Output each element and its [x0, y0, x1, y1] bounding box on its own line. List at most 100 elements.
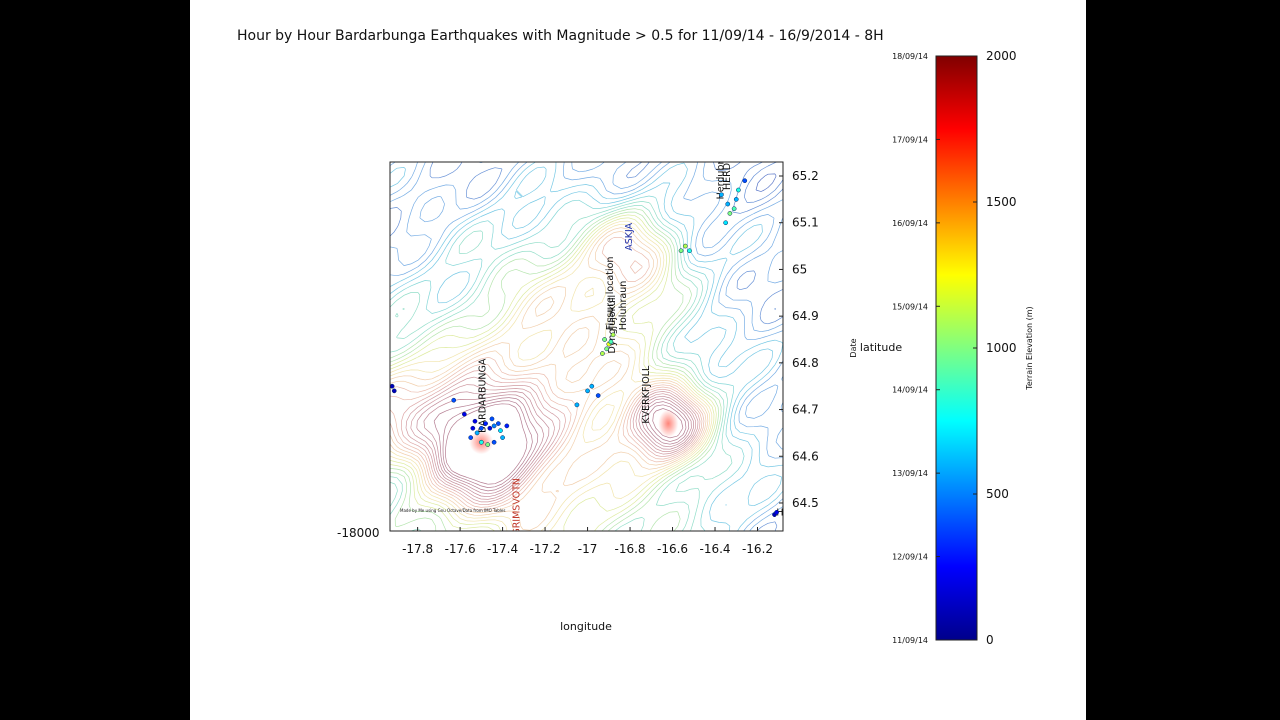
contour-line	[390, 208, 722, 531]
contour-line	[390, 220, 713, 531]
contour-line	[390, 217, 715, 531]
x-axis-label: longitude	[560, 620, 612, 633]
kverkfjoll-hotspot	[658, 409, 679, 438]
earthquake-point	[589, 383, 595, 389]
contour-line	[390, 236, 705, 511]
earthquake-point	[498, 428, 503, 433]
x-tick-label: -16.2	[742, 542, 773, 556]
contour-line	[416, 391, 694, 498]
place-label: KVERKFJOLL	[641, 365, 652, 424]
earthquake-point	[727, 211, 733, 216]
y-tick-label: 65	[792, 262, 807, 276]
place-label: Fissure location	[605, 257, 616, 331]
earthquake-point	[723, 220, 728, 226]
contour-line	[390, 166, 783, 531]
earthquake-point	[682, 243, 688, 249]
earthquake-point	[500, 435, 505, 440]
date-tick-label: 12/09/14	[892, 553, 928, 562]
place-label: GRIMSVOTN	[512, 478, 523, 536]
contour-line	[390, 162, 783, 531]
contour-line	[405, 376, 699, 503]
colorbar-date-ticks: 18/09/14 17/09/14 16/09/14 15/09/14 14/09/14…	[892, 52, 940, 645]
contour-line	[390, 201, 733, 531]
colorbar: 2000 1500 1000 500 0 18/09/14 17/09/14 16/09/1…	[849, 49, 1034, 647]
y-axis-label: latitude	[860, 341, 902, 354]
contour-line	[390, 231, 707, 513]
contour-line	[433, 397, 690, 492]
contour-line	[390, 211, 719, 531]
earthquake-point	[472, 418, 478, 424]
earthquake-point	[604, 346, 610, 352]
earthquake-point	[687, 248, 692, 254]
x-tick-label: -16.4	[699, 542, 730, 556]
earthquake-point	[468, 435, 474, 440]
watermark-text: Made by Me using Gnu Octave/Data from IM…	[400, 508, 505, 513]
x-tick-label: -16.8	[615, 542, 646, 556]
earthquake-point	[491, 439, 497, 445]
date-tick-label: 18/09/14	[892, 52, 928, 61]
earthquake-point	[733, 197, 739, 202]
y-axis-ticks: 65.2 65.1 65 64.9 64.8 64.7 64.6 64.5	[779, 169, 819, 510]
earthquake-point	[478, 425, 484, 431]
place-label: BARDARBUNGA	[478, 358, 489, 433]
date-tick-label: 13/09/14	[892, 469, 928, 478]
y-tick-label: 64.9	[792, 309, 819, 323]
y-tick-label: 65.1	[792, 216, 819, 230]
earthquake-point	[491, 423, 497, 429]
place-label: Herdubreidartogl	[716, 118, 727, 199]
earthquake-point	[731, 206, 737, 212]
place-labels: BARDARBUNGA GRIMSVOTN KVERKFJOLL ASKJA Fissu…	[478, 118, 783, 536]
colorbar-elevation-ticks: 2000 1500 1000 500 0	[973, 49, 1017, 647]
earthquake-point	[451, 397, 457, 403]
y-tick-label: 64.8	[792, 356, 819, 370]
earthquake-point	[474, 430, 480, 436]
y-tick-label: 65.2	[792, 169, 819, 183]
earthquake-point	[483, 421, 488, 426]
date-tick-label: 16/09/14	[892, 219, 928, 228]
earthquake-point	[489, 416, 495, 422]
place-label: ASKJA	[624, 222, 635, 250]
earthquake-point	[495, 421, 501, 426]
earthquake-point	[462, 411, 467, 417]
x-tick-label: -17	[578, 542, 598, 556]
x-tick-label: -17.8	[402, 542, 433, 556]
place-label: HERDUBREID	[722, 127, 733, 190]
earthquake-point	[719, 192, 724, 198]
earthquake-point	[678, 248, 684, 254]
stray-label: -18000	[337, 526, 380, 540]
elev-tick-label: 1000	[986, 341, 1017, 355]
earthquake-point	[574, 402, 580, 408]
colorbar-gradient	[935, 55, 978, 641]
contour-line	[743, 162, 783, 310]
elev-tick-label: 2000	[986, 49, 1017, 63]
contour-map: BARDARBUNGA GRIMSVOTN KVERKFJOLL ASKJA Fissu…	[390, 118, 783, 536]
earthquake-points	[390, 178, 779, 518]
date-tick-label: 11/09/14	[892, 636, 928, 645]
contour-line	[390, 162, 783, 531]
contour-line	[400, 370, 701, 506]
x-tick-label: -16.6	[657, 542, 688, 556]
contour-line	[390, 162, 783, 531]
earthquake-point	[585, 388, 590, 394]
earthquake-point	[478, 439, 484, 445]
y-tick-label: 64.5	[792, 496, 819, 510]
earthquake-point	[602, 337, 607, 342]
contour-line	[423, 394, 692, 495]
date-tick-label: 15/09/14	[892, 302, 928, 311]
date-tick-label: 17/09/14	[892, 135, 928, 144]
elev-tick-label: 1500	[986, 195, 1017, 209]
earthquake-point	[736, 187, 741, 193]
contour-line	[390, 195, 745, 531]
x-tick-label: -17.2	[530, 542, 561, 556]
earthquake-point	[742, 178, 748, 184]
earthquake-point	[485, 442, 491, 447]
map-frame	[389, 161, 784, 532]
contour-line	[410, 384, 697, 500]
chart-title: Hour by Hour Bardarbunga Earthquakes wit…	[237, 28, 884, 44]
earthquake-point	[391, 388, 397, 394]
contour-line	[390, 214, 717, 531]
contour-line	[390, 227, 709, 531]
earthquake-point	[600, 351, 605, 356]
earthquake-point	[595, 393, 601, 398]
earthquake-point	[487, 425, 493, 431]
